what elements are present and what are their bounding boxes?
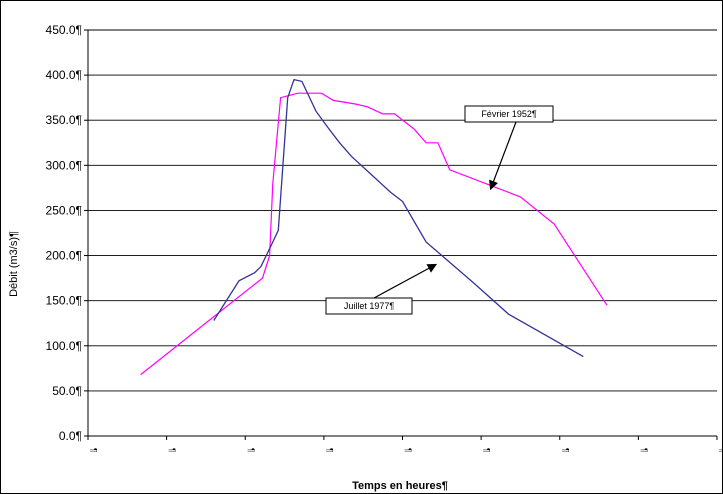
callout-label: Juillet 1977¶ bbox=[344, 301, 395, 311]
callout-box bbox=[464, 105, 554, 123]
x-axis-title: Temps en heures¶ bbox=[352, 480, 448, 492]
x-tick-label: ¶ bbox=[168, 448, 177, 452]
series-lines bbox=[140, 78, 608, 376]
x-tick-label: ¶ bbox=[325, 448, 334, 452]
y-tick-labels: 0.0¶ 50.0¶ 100.0¶ 150.0¶ 200.0¶ 250.0¶ 300.0¶ 3… bbox=[46, 23, 82, 443]
y-tick-label: 300.0¶ bbox=[46, 158, 82, 172]
y-tick-label: 50.0¶ bbox=[52, 384, 82, 398]
x-tick-label: ¶ bbox=[89, 448, 98, 452]
y-tick-label: 150.0¶ bbox=[46, 294, 82, 308]
callout-arrow bbox=[489, 121, 517, 191]
y-tick-label: 250.0¶ bbox=[46, 203, 82, 217]
series-line-1 bbox=[213, 78, 584, 358]
callouts: Février 1952¶ Juillet 1977¶ bbox=[325, 105, 554, 315]
x-tick-label: ¶ bbox=[561, 448, 570, 452]
callout-box bbox=[325, 297, 413, 315]
x-tick-label: ¶ bbox=[404, 448, 413, 452]
x-tick-label: ¶ bbox=[718, 448, 723, 452]
gridlines bbox=[88, 29, 717, 392]
y-tick-label: 200.0¶ bbox=[46, 249, 82, 263]
x-tick-labels: ¶ ¶ ¶ ¶ ¶ ¶ ¶ ¶ ¶ bbox=[89, 448, 723, 452]
y-axis-title: Débit (m3/s)¶ bbox=[8, 231, 20, 297]
y-tick-label: 450.0¶ bbox=[46, 23, 82, 37]
x-tick-label: ¶ bbox=[639, 448, 648, 452]
y-tick-label: 350.0¶ bbox=[46, 113, 82, 127]
callout-label: Février 1952¶ bbox=[481, 109, 537, 119]
x-tick-label: ¶ bbox=[246, 448, 255, 452]
callout-arrow bbox=[373, 263, 438, 299]
y-tick-label: 100.0¶ bbox=[46, 339, 82, 353]
series-line-0 bbox=[140, 92, 608, 376]
y-tick-label: 400.0¶ bbox=[46, 68, 82, 82]
x-tick-label: ¶ bbox=[482, 448, 491, 452]
y-tick-label: 0.0¶ bbox=[59, 429, 82, 443]
